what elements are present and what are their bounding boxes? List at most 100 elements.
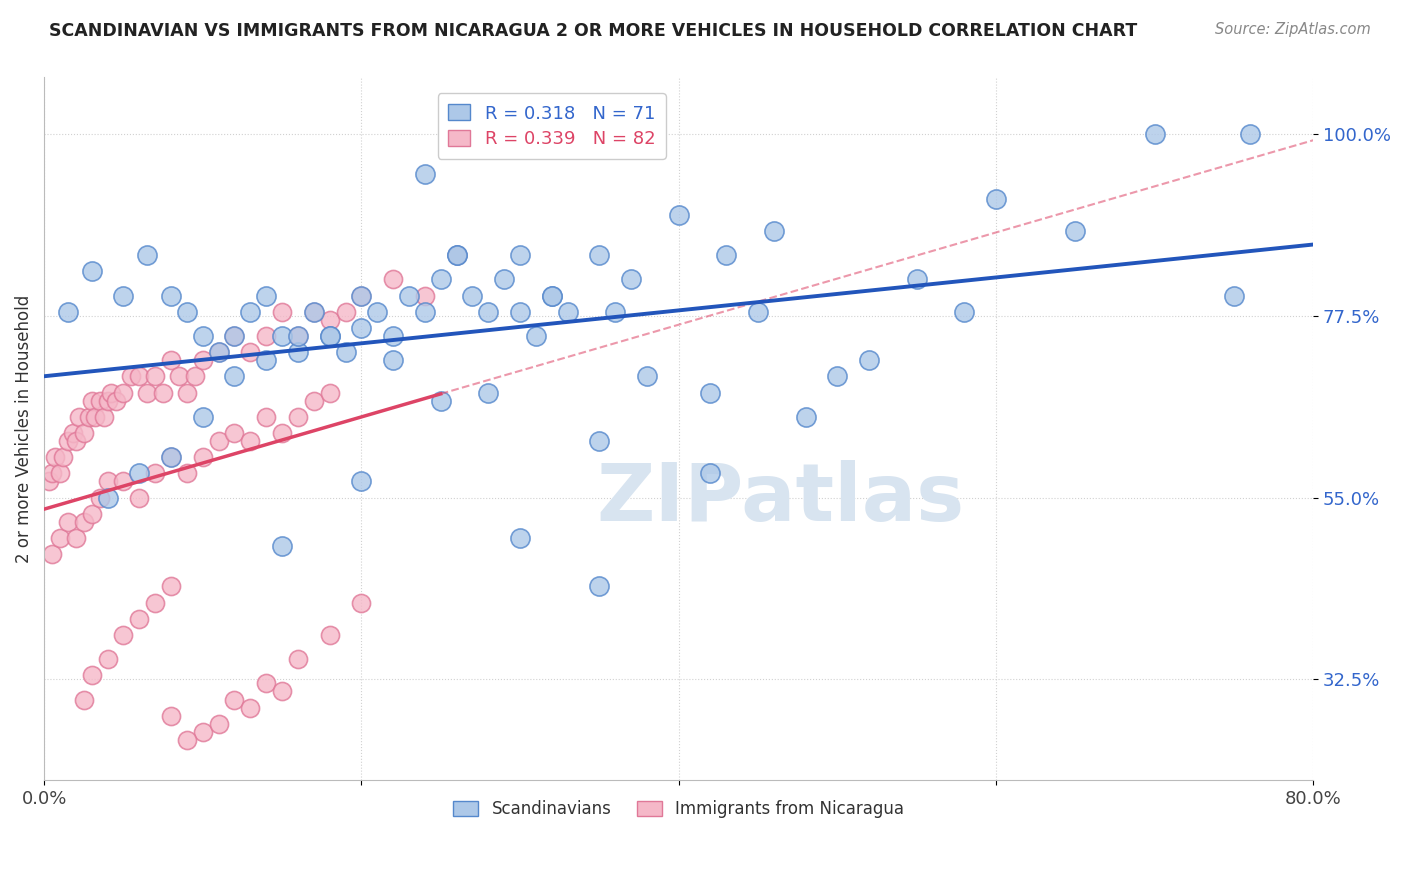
Point	[224, 329, 246, 343]
Point	[239, 304, 262, 318]
Point	[97, 491, 120, 505]
Point	[44, 450, 66, 464]
Point	[747, 304, 769, 318]
Point	[668, 208, 690, 222]
Point	[287, 345, 309, 359]
Point	[350, 288, 373, 302]
Point	[494, 272, 516, 286]
Point	[398, 288, 420, 302]
Point	[67, 409, 90, 424]
Point	[224, 369, 246, 384]
Point	[56, 515, 79, 529]
Point	[176, 385, 198, 400]
Point	[184, 369, 207, 384]
Legend: Scandinavians, Immigrants from Nicaragua: Scandinavians, Immigrants from Nicaragua	[447, 793, 911, 825]
Point	[97, 393, 120, 408]
Point	[65, 531, 87, 545]
Point	[80, 393, 103, 408]
Point	[287, 329, 309, 343]
Point	[191, 409, 214, 424]
Point	[100, 385, 122, 400]
Point	[207, 434, 229, 448]
Point	[953, 304, 976, 318]
Point	[160, 450, 183, 464]
Point	[1143, 127, 1166, 141]
Point	[52, 450, 75, 464]
Point	[224, 692, 246, 706]
Point	[56, 434, 79, 448]
Point	[160, 579, 183, 593]
Point	[557, 304, 579, 318]
Point	[588, 434, 610, 448]
Point	[287, 409, 309, 424]
Point	[49, 531, 72, 545]
Point	[254, 353, 277, 368]
Point	[446, 248, 468, 262]
Point	[1239, 127, 1261, 141]
Point	[318, 329, 340, 343]
Point	[120, 369, 142, 384]
Point	[302, 304, 325, 318]
Point	[509, 248, 531, 262]
Point	[699, 467, 721, 481]
Point	[524, 329, 547, 343]
Point	[128, 369, 150, 384]
Point	[56, 304, 79, 318]
Point	[905, 272, 928, 286]
Point	[62, 425, 84, 440]
Point	[413, 168, 436, 182]
Point	[699, 385, 721, 400]
Point	[350, 288, 373, 302]
Point	[73, 692, 96, 706]
Point	[80, 507, 103, 521]
Point	[827, 369, 849, 384]
Point	[413, 288, 436, 302]
Point	[382, 353, 405, 368]
Point	[191, 450, 214, 464]
Point	[112, 288, 135, 302]
Point	[271, 425, 294, 440]
Point	[239, 345, 262, 359]
Point	[41, 467, 63, 481]
Point	[112, 475, 135, 489]
Point	[382, 272, 405, 286]
Point	[620, 272, 643, 286]
Point	[136, 248, 159, 262]
Point	[540, 288, 562, 302]
Point	[104, 393, 127, 408]
Point	[89, 393, 111, 408]
Text: ZIPatlas: ZIPatlas	[596, 460, 965, 538]
Point	[73, 515, 96, 529]
Point	[143, 369, 166, 384]
Point	[160, 353, 183, 368]
Point	[80, 264, 103, 278]
Point	[509, 531, 531, 545]
Point	[461, 288, 484, 302]
Point	[716, 248, 738, 262]
Point	[89, 491, 111, 505]
Point	[160, 708, 183, 723]
Point	[318, 385, 340, 400]
Point	[191, 329, 214, 343]
Point	[83, 409, 105, 424]
Point	[271, 539, 294, 553]
Point	[271, 329, 294, 343]
Point	[318, 628, 340, 642]
Point	[1223, 288, 1246, 302]
Point	[128, 467, 150, 481]
Point	[302, 393, 325, 408]
Point	[254, 409, 277, 424]
Point	[160, 288, 183, 302]
Point	[446, 248, 468, 262]
Point	[636, 369, 658, 384]
Point	[239, 434, 262, 448]
Point	[287, 652, 309, 666]
Point	[143, 596, 166, 610]
Point	[271, 304, 294, 318]
Point	[429, 272, 451, 286]
Point	[97, 652, 120, 666]
Point	[1064, 224, 1087, 238]
Point	[858, 353, 880, 368]
Point	[239, 700, 262, 714]
Point	[191, 353, 214, 368]
